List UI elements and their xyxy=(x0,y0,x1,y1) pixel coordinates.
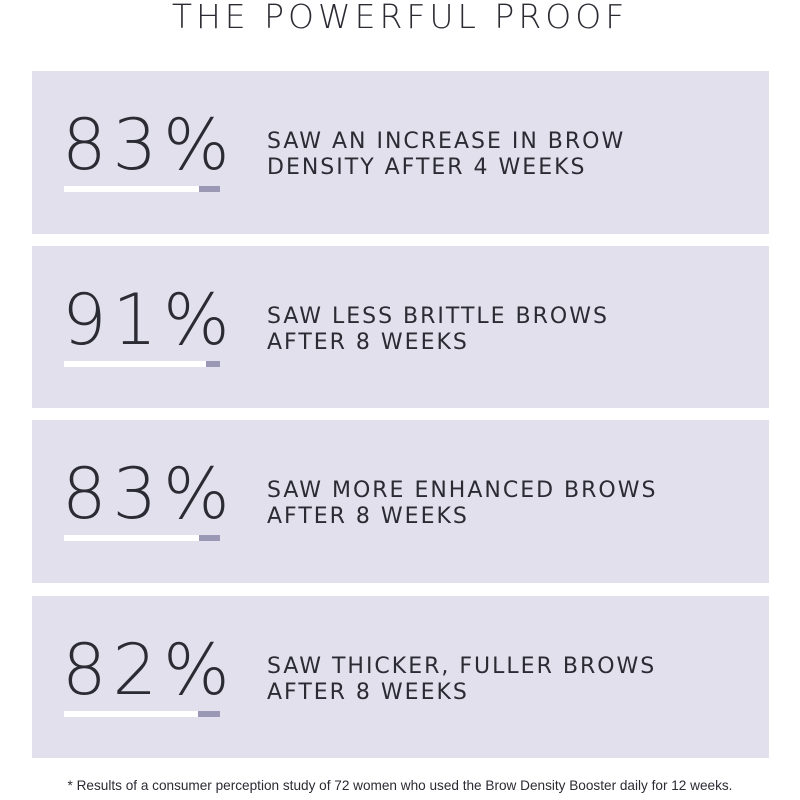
stat-progress-fill xyxy=(199,535,220,541)
stat-description: SAW THICKER, FULLER BROWS AFTER 8 WEEKS xyxy=(267,654,747,706)
stat-description: SAW AN INCREASE IN BROW DENSITY AFTER 4 … xyxy=(267,129,747,181)
page-title: THE POWERFUL PROOF xyxy=(171,0,629,36)
stat-description: SAW LESS BRITTLE BROWS AFTER 8 WEEKS xyxy=(267,304,747,356)
stat-card: 82% SAW THICKER, FULLER BROWS AFTER 8 WE… xyxy=(32,596,769,758)
stat-progress-bar xyxy=(64,535,220,541)
stat-description-line: SAW THICKER, FULLER BROWS xyxy=(267,654,657,679)
stat-progress-bar xyxy=(64,711,220,717)
stat-progress-bar xyxy=(64,361,220,367)
stat-description-line: AFTER 8 WEEKS xyxy=(267,330,469,355)
stat-description-line: SAW AN INCREASE IN BROW xyxy=(267,129,626,154)
stat-percentage: 83% xyxy=(62,453,236,535)
stat-description-line: AFTER 8 WEEKS xyxy=(267,680,469,705)
stat-progress-fill xyxy=(198,711,220,717)
stat-description-line: AFTER 8 WEEKS xyxy=(267,504,469,529)
stat-card: 83% SAW AN INCREASE IN BROW DENSITY AFTE… xyxy=(32,71,769,234)
stat-progress-fill xyxy=(199,186,220,192)
stat-description: SAW MORE ENHANCED BROWS AFTER 8 WEEKS xyxy=(267,478,747,530)
stat-description-line: SAW LESS BRITTLE BROWS xyxy=(267,304,609,329)
stat-progress-fill xyxy=(206,361,220,367)
stats-list: 83% SAW AN INCREASE IN BROW DENSITY AFTE… xyxy=(32,71,769,758)
stat-progress-bar xyxy=(64,186,220,192)
stat-percentage: 83% xyxy=(62,104,236,186)
stat-percentage: 82% xyxy=(62,629,236,711)
stat-description-line: DENSITY AFTER 4 WEEKS xyxy=(267,155,587,180)
stat-card: 83% SAW MORE ENHANCED BROWS AFTER 8 WEEK… xyxy=(32,420,769,583)
stat-description-line: SAW MORE ENHANCED BROWS xyxy=(267,478,658,503)
study-footnote: * Results of a consumer perception study… xyxy=(67,778,733,793)
stat-card: 91% SAW LESS BRITTLE BROWS AFTER 8 WEEKS xyxy=(32,246,769,408)
stat-percentage: 91% xyxy=(62,279,236,361)
